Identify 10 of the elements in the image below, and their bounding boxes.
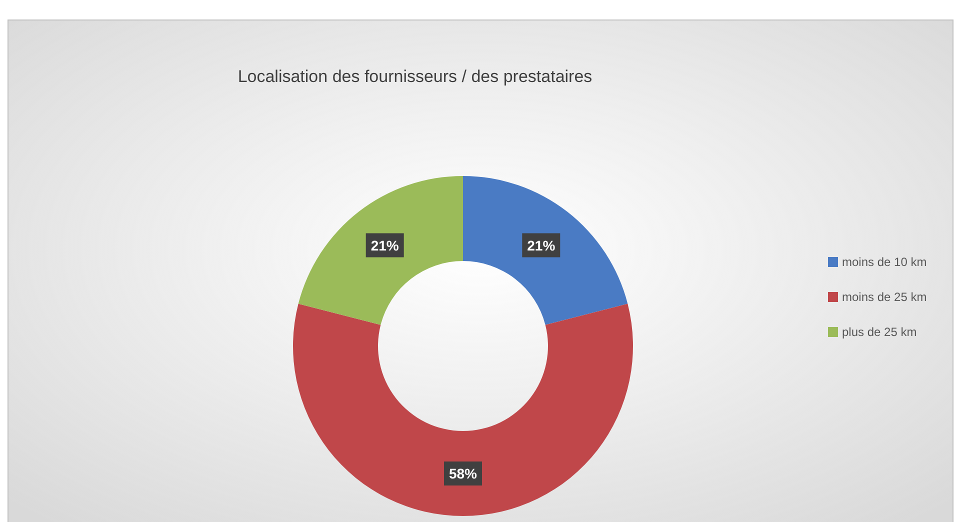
- data-label: 21%: [370, 237, 400, 254]
- legend-label: plus de 25 km: [842, 325, 917, 339]
- donut-slice: [298, 176, 463, 325]
- data-label: 58%: [448, 466, 478, 482]
- legend-label: moins de 25 km: [842, 290, 927, 304]
- donut-slice: [463, 176, 628, 325]
- data-label: 21%: [527, 237, 556, 254]
- legend-label: moins de 10 km: [842, 255, 927, 269]
- chart-title: Localisation des fournisseurs / des prestataires: [238, 67, 592, 86]
- donut-slice: [293, 304, 633, 516]
